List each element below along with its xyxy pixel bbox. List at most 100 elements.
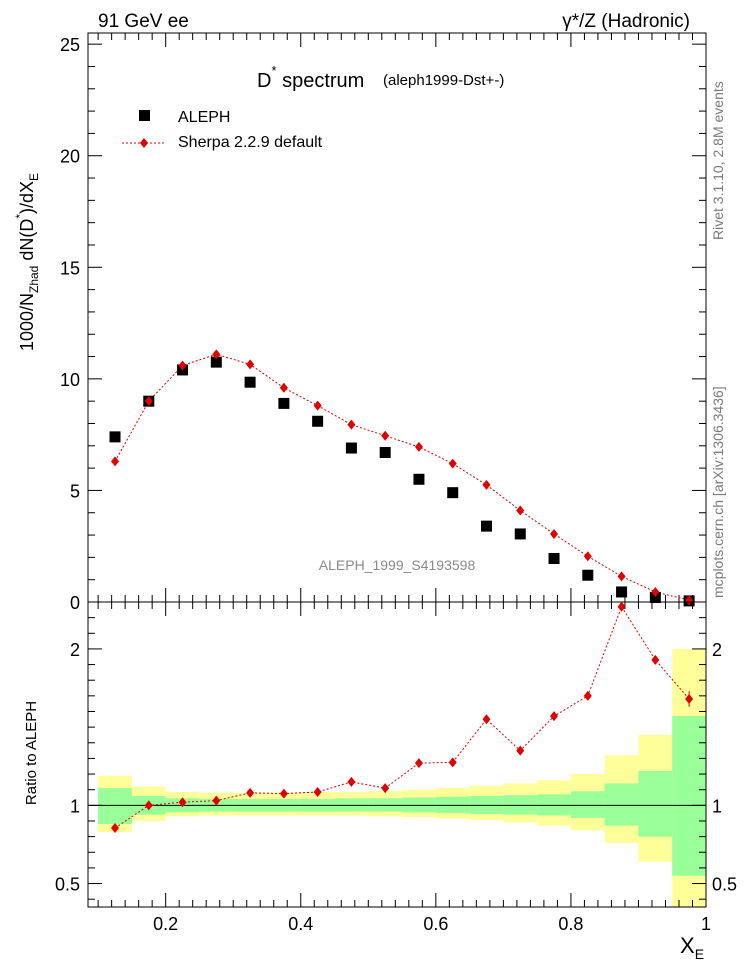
- aleph-data-point: [312, 415, 324, 427]
- ylabel-sub-zhad: Zhad: [27, 266, 41, 293]
- aleph-data-point: [109, 431, 121, 443]
- ylabel-sup-star: *: [13, 214, 27, 219]
- header-right-label: γ*/Z (Hadronic): [562, 11, 690, 32]
- x-tick-label: 1: [701, 914, 711, 934]
- mc-data-point: [212, 349, 221, 360]
- mc-data-point: [347, 419, 356, 430]
- aleph-data-point: [278, 397, 290, 409]
- mc-data-point: [583, 551, 592, 562]
- main-y-tick-label: 0: [70, 593, 80, 613]
- main-y-tick-label: 5: [70, 481, 80, 501]
- main-y-tick-label: 25: [60, 35, 80, 55]
- aleph-data-point: [413, 473, 425, 485]
- ratio-data-point: [212, 795, 221, 806]
- mc-data-point: [381, 430, 390, 441]
- analysis-watermark: ALEPH_1999_S4193598: [319, 557, 476, 573]
- aleph-data-point: [210, 356, 222, 368]
- ratio-data-point: [482, 714, 491, 725]
- ratio-data-point: [246, 787, 255, 798]
- chart-subtitle: (aleph1999-Dst+-): [383, 72, 504, 89]
- main-y-axis-label: 1000/NZhad dN(D*)/dXE: [13, 173, 41, 351]
- mc-data-point: [279, 382, 288, 393]
- mc-data-point: [111, 456, 120, 467]
- chart-title-main: spectrum: [277, 70, 365, 92]
- mc-data-point: [178, 360, 187, 371]
- xlabel-x: X: [680, 933, 695, 958]
- ylabel-part-1: 1000/N: [17, 293, 37, 351]
- mc-data-point: [550, 528, 559, 539]
- legend-marker-sherpa: [140, 138, 148, 148]
- x-tick-label: 0.2: [153, 914, 178, 934]
- ratio-data-point: [178, 797, 187, 808]
- mc-data-point: [414, 441, 423, 452]
- ratio-y-tick-label: 0.5: [55, 875, 80, 895]
- chart-title: D* spectrum: [257, 63, 364, 92]
- ratio-y-tick-label-right: 0.5: [712, 875, 737, 895]
- ratio-data-point: [144, 800, 153, 811]
- x-axis-label: XE: [680, 933, 704, 962]
- aleph-data-point: [548, 552, 560, 564]
- mc-data-point: [651, 586, 660, 597]
- ylabel-sub-e: E: [27, 173, 41, 181]
- chart-title-letter: D: [257, 70, 271, 92]
- ratio-data-point: [381, 783, 390, 794]
- aleph-data-point: [582, 569, 594, 581]
- band-inner-bin: [638, 770, 673, 837]
- ratio-data-point: [617, 601, 626, 612]
- x-tick-label: 0.8: [558, 914, 583, 934]
- xlabel-sub-e: E: [695, 946, 704, 962]
- ratio-y-tick-label: 2: [70, 640, 80, 660]
- mc-data-point: [482, 479, 491, 490]
- legend-marker-aleph: [139, 110, 150, 121]
- legend: ALEPH Sherpa 2.2.9 default: [122, 109, 323, 151]
- ratio-data-point: [313, 787, 322, 798]
- main-y-tick-label: 15: [60, 258, 80, 278]
- ylabel-part-3: )/dX: [17, 181, 37, 214]
- mc-data-point: [685, 595, 694, 606]
- aleph-data-point: [379, 446, 391, 458]
- ratio-frame: [87, 601, 707, 908]
- ratio-data-point: [516, 745, 525, 756]
- main-y-tick-label: 20: [60, 147, 80, 167]
- mc-data-point: [144, 396, 153, 407]
- aleph-data-point: [514, 528, 526, 540]
- main-y-tick-label: 10: [60, 370, 80, 390]
- aleph-data-point: [649, 592, 661, 604]
- ratio-data-point: [111, 823, 120, 834]
- ratio-y-axis-label: Ratio to ALEPH: [23, 701, 40, 805]
- ratio-data-point: [651, 654, 660, 665]
- rivet-side-label: Rivet 3.1.10, 2.8M events: [710, 81, 726, 240]
- x-tick-label: 0.6: [423, 914, 448, 934]
- band-inner-bin: [570, 791, 605, 818]
- aleph-data-point: [244, 376, 256, 388]
- aleph-data-point: [480, 520, 492, 532]
- ratio-data-point: [550, 711, 559, 722]
- ratio-data-point: [347, 776, 356, 787]
- aleph-data-point: [447, 487, 459, 499]
- band-inner-bin: [604, 783, 639, 826]
- mc-data-point: [313, 400, 322, 411]
- ratio-data-point: [583, 690, 592, 701]
- mc-data-point: [516, 505, 525, 516]
- ratio-y-tick-label-right: 2: [712, 640, 722, 660]
- ratio-data-point: [279, 788, 288, 799]
- legend-label-aleph: ALEPH: [178, 109, 230, 126]
- ratio-data-point: [414, 758, 423, 769]
- aleph-data-point: [345, 442, 357, 454]
- ratio-y-tick-label: 1: [70, 796, 80, 816]
- ratio-series-line: [114, 605, 690, 829]
- mc-data-point: [617, 571, 626, 582]
- aleph-data-point: [616, 586, 628, 598]
- ratio-y-tick-label-right: 1: [712, 796, 722, 816]
- mc-data-point: [246, 359, 255, 370]
- ratio-data-point: [448, 757, 457, 768]
- band-inner-bin: [98, 788, 132, 825]
- main-panel: 0 5 10 15 20 25: [60, 32, 707, 613]
- x-tick-label: 0.4: [288, 914, 313, 934]
- chart-title-sup: *: [271, 63, 276, 78]
- header-left-label: 91 GeV ee: [98, 11, 189, 32]
- ratio-panel: 0.2 0.4 0.6 0.8 10.5 0.51 12 2: [55, 601, 737, 934]
- legend-label-sherpa: Sherpa 2.2.9 default: [178, 134, 323, 151]
- mc-data-point: [448, 458, 457, 469]
